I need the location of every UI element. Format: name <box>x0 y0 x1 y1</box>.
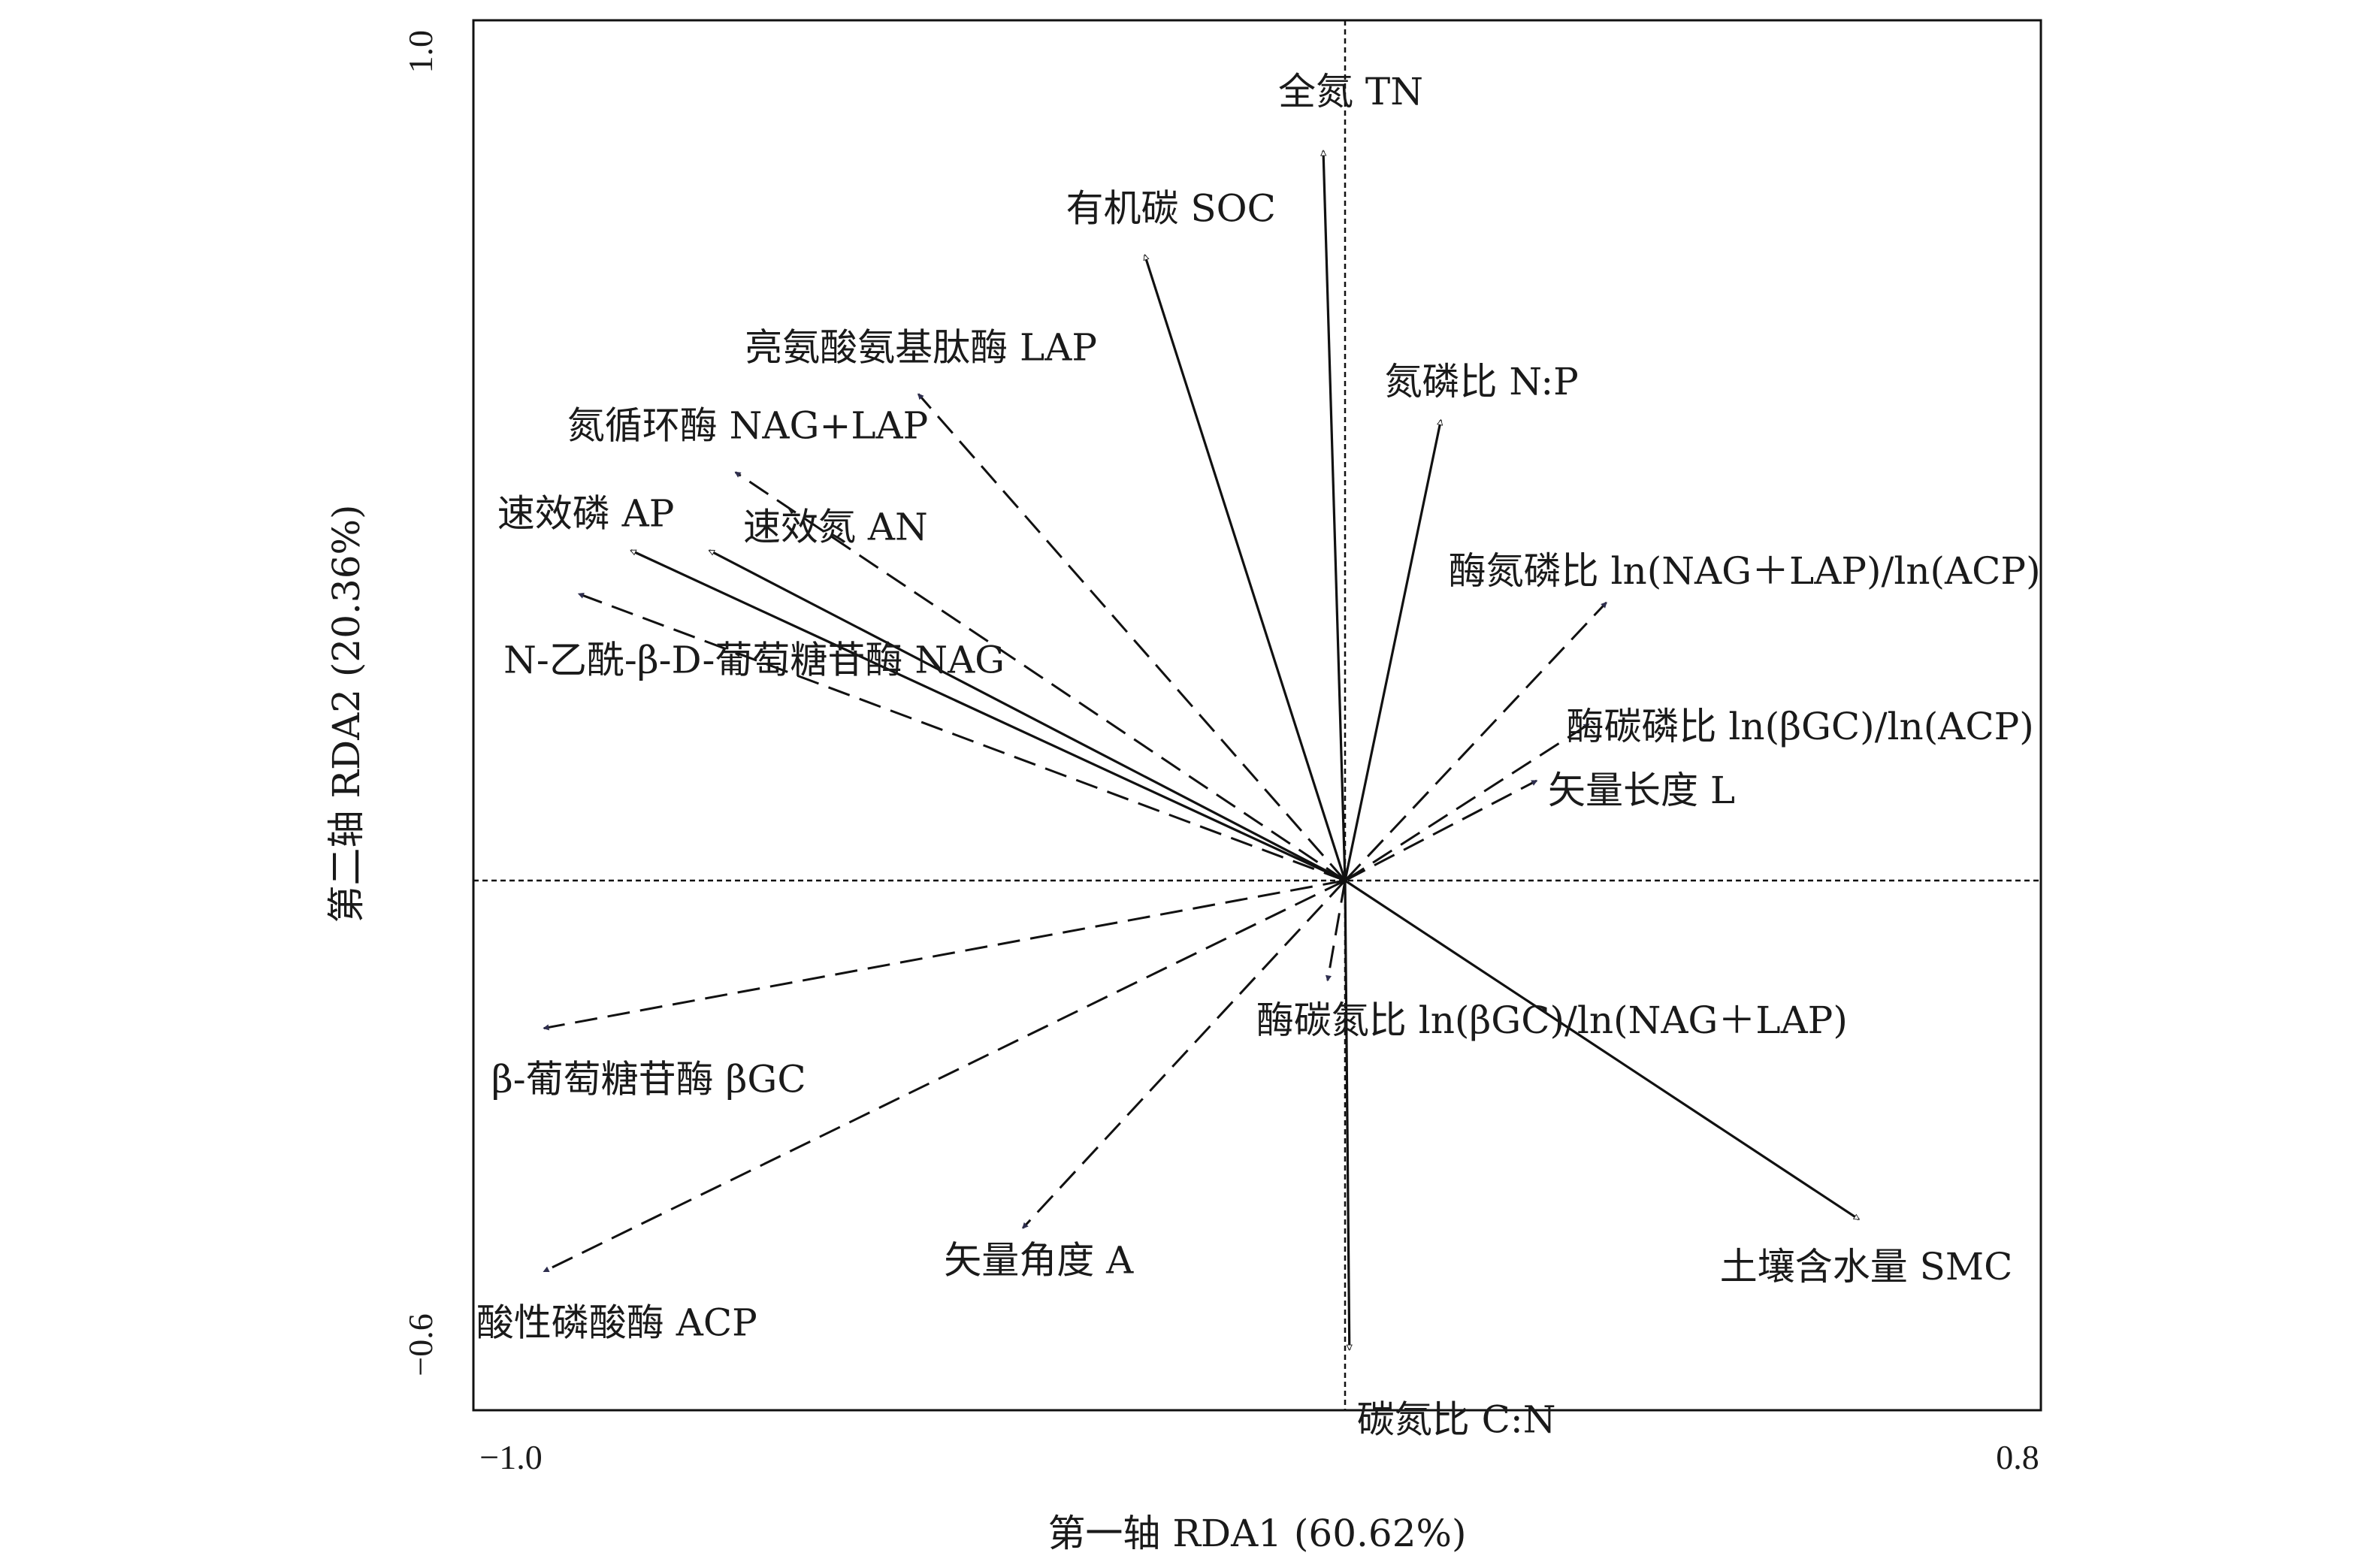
vector-layer <box>543 150 1861 1352</box>
vector-label-5: 土壤含水量 SMC <box>1720 1245 2013 1289</box>
vector-arrow-7 <box>917 393 1347 881</box>
vector-arrow-13 <box>1325 880 1347 982</box>
vector-label-3: 速效磷 AP <box>497 492 675 536</box>
vector-arrow-10 <box>1344 601 1607 882</box>
vector-arrow-2 <box>1344 418 1443 881</box>
vector-arrow-9 <box>577 592 1346 882</box>
vector-label-1: 有机碳 SOC <box>1066 187 1275 231</box>
vector-arrow-15 <box>543 879 1346 1273</box>
y-tick-min: −0.6 <box>401 1313 440 1376</box>
vector-label-layer: 全氮 TN 有机碳 SOC 氮磷比 N:P 速效磷 AP 速效氮 AN 土壤含水量 SMC… <box>476 70 2041 1442</box>
vector-label-9: N-乙酰-β-D-葡萄糖苷酶 NAG <box>503 638 1005 681</box>
x-tick-min: −1.0 <box>479 1438 542 1476</box>
vector-label-13: 酶碳氮比 ln(βGC)/ln(NAG＋LAP) <box>1256 999 1848 1042</box>
vector-arrow-11 <box>1344 723 1590 882</box>
vector-arrow-14 <box>543 879 1346 1031</box>
vector-label-7: 亮氨酸氨基肽酶 LAP <box>745 326 1097 370</box>
vector-label-11: 酶碳磷比 ln(βGC)/ln(ACP) <box>1566 705 2033 748</box>
vector-label-10: 酶氮磷比 ln(NAG＋LAP)/ln(ACP) <box>1449 549 2041 593</box>
vector-arrow-12 <box>1344 779 1538 882</box>
vector-arrow-8 <box>734 471 1346 882</box>
vector-arrow-16 <box>1022 879 1347 1229</box>
vector-arrow-6 <box>1344 880 1353 1352</box>
vector-label-15: 酸性磷酸酶 ACP <box>476 1301 757 1344</box>
vector-arrow-3 <box>630 549 1346 882</box>
vector-label-12: 矢量长度 L <box>1548 769 1735 812</box>
vector-label-2: 氮磷比 N:P <box>1384 360 1578 403</box>
vector-arrow-1 <box>1143 253 1347 881</box>
y-tick-max: 1.0 <box>401 30 440 74</box>
vector-label-0: 全氮 TN <box>1278 70 1423 113</box>
x-axis-title: 第一轴 RDA1 (60.62%) <box>1047 1512 1466 1555</box>
x-tick-max: 0.8 <box>1996 1438 2039 1476</box>
vector-label-4: 速效氮 AN <box>743 506 928 549</box>
vector-label-14: β-葡萄糖苷酶 βGC <box>491 1058 806 1101</box>
y-axis-title: 第二轴 RDA2 (20.36%) <box>325 504 368 923</box>
vector-arrow-0 <box>1320 150 1347 881</box>
vector-label-16: 矢量角度 A <box>944 1239 1134 1282</box>
vector-arrow-4 <box>708 549 1346 882</box>
vector-label-8: 氮循环酶 NAG+LAP <box>567 404 929 448</box>
vector-label-6: 碳氮比 C:N <box>1357 1397 1556 1441</box>
plot-frame <box>472 19 2042 1412</box>
vector-arrow-5 <box>1344 879 1861 1221</box>
